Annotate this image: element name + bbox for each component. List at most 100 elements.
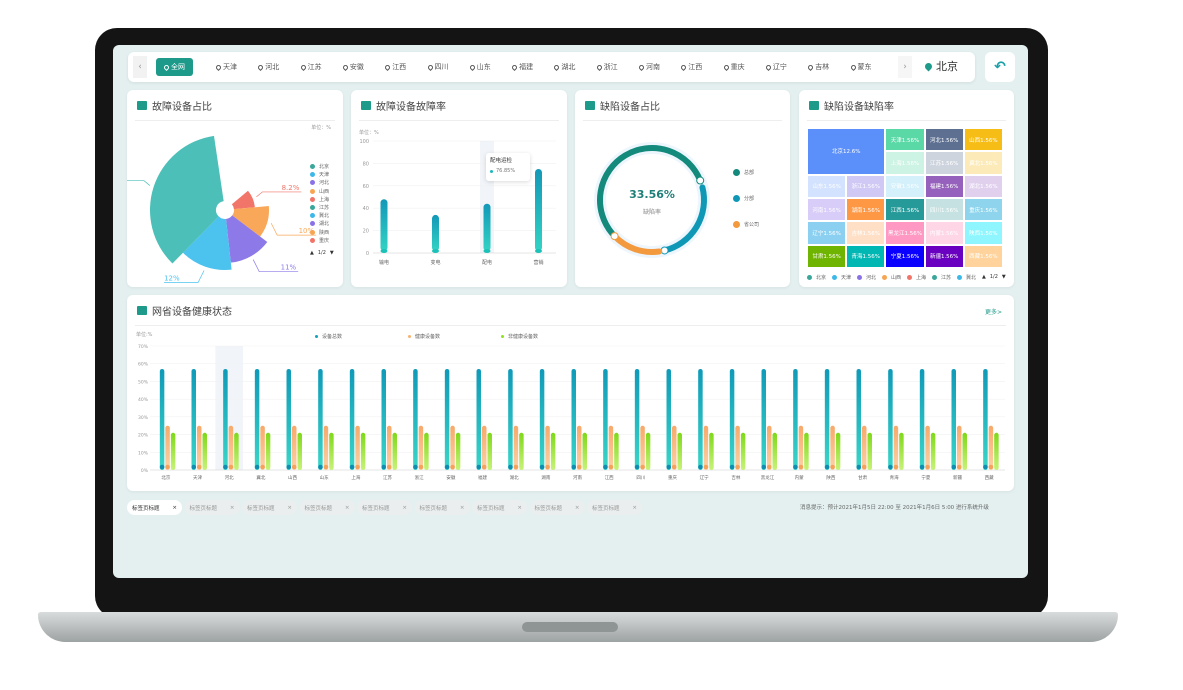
bar-甘肃-设备总数[interactable] [856, 369, 862, 470]
bar-新疆-设备总数[interactable] [951, 369, 957, 470]
bar-湖北-健康设备数[interactable] [513, 425, 519, 470]
bar-安徽-设备总数[interactable] [444, 369, 450, 470]
tab[interactable]: 标签页标题 × [127, 500, 182, 515]
legend-item[interactable]: 健康设备数 [408, 333, 440, 340]
bar-江西-非健康设备数[interactable] [614, 432, 619, 470]
treemap-cell[interactable]: 山东1.56% [807, 174, 847, 198]
bar-吉林-非健康设备数[interactable] [740, 432, 746, 470]
legend-item[interactable]: 天津 [832, 274, 851, 281]
bar-宁夏-设备总数[interactable] [919, 369, 925, 470]
ring-segment-总部[interactable] [597, 145, 704, 237]
treemap-cell[interactable]: 江西1.56% [885, 198, 925, 222]
province-chip[interactable]: 江苏 [299, 58, 322, 76]
tab[interactable]: 标签页标题 × [357, 500, 412, 515]
bar-甘肃-非健康设备数[interactable] [867, 432, 873, 470]
bar-山东-设备总数[interactable] [318, 369, 323, 470]
bar-内蒙-健康设备数[interactable] [798, 425, 804, 470]
bar-河北-非健康设备数[interactable] [234, 432, 239, 470]
legend-item[interactable]: 分部 [733, 195, 754, 202]
bar-西藏-设备总数[interactable] [983, 369, 988, 470]
bar-湖北-设备总数[interactable] [508, 369, 513, 470]
bar-江苏-非健康设备数[interactable] [392, 432, 398, 470]
province-chip[interactable]: 蒙东 [849, 58, 872, 76]
nav-prev-button[interactable]: ‹ [133, 56, 147, 78]
legend-item[interactable]: 河北 [857, 274, 876, 281]
bar-辽宁-非健康设备数[interactable] [709, 432, 714, 470]
province-chip[interactable]: 辽宁 [764, 58, 787, 76]
legend-item[interactable]: 山西 [882, 274, 901, 281]
bar-冀北-健康设备数[interactable] [260, 425, 265, 470]
tab[interactable]: 标签页标题 × [242, 500, 297, 515]
current-location[interactable]: 北京 [923, 58, 958, 74]
tab[interactable]: 标签页标题 × [184, 500, 240, 515]
bar-山西-健康设备数[interactable] [292, 425, 297, 470]
legend-item[interactable]: 天津 [310, 171, 329, 178]
bar-上海-设备总数[interactable] [349, 369, 355, 470]
legend-item[interactable]: 江苏 [932, 274, 951, 281]
bar-安徽-非健康设备数[interactable] [455, 432, 461, 470]
bar-辽宁-设备总数[interactable] [698, 369, 703, 470]
bar-天津-健康设备数[interactable] [197, 425, 202, 470]
treemap-cell[interactable]: 河北1.56% [924, 128, 964, 152]
treemap-cell[interactable]: 冀北1.56% [963, 151, 1003, 175]
bar-福建-非健康设备数[interactable] [487, 432, 493, 470]
bar-湖南-设备总数[interactable] [539, 369, 545, 470]
bar-浙江-设备总数[interactable] [413, 369, 418, 470]
rose-slice-北京[interactable] [150, 135, 224, 264]
treemap-cell[interactable]: 陕西1.56% [963, 221, 1003, 245]
bar-河南-设备总数[interactable] [571, 369, 577, 470]
tab[interactable]: 标签页标题 × [414, 500, 470, 515]
legend-item[interactable]: 冀北 [310, 212, 329, 219]
bar-西藏-健康设备数[interactable] [988, 425, 994, 470]
rose-slice-河北[interactable] [225, 215, 268, 263]
legend-pager[interactable]: ▲ 1/2 ▼ [982, 274, 1006, 280]
treemap-cell[interactable]: 宁夏1.56% [885, 244, 925, 268]
bar-新疆-健康设备数[interactable] [957, 425, 962, 470]
legend-item[interactable]: 上海 [310, 196, 329, 203]
bar-江西-健康设备数[interactable] [608, 425, 614, 470]
treemap-cell[interactable]: 西藏1.56% [963, 244, 1003, 268]
bar-江西-设备总数[interactable] [603, 369, 608, 470]
tab[interactable]: 标签页标题 × [587, 500, 642, 515]
province-chip[interactable]: 河南 [637, 58, 660, 76]
rose-slice-上海[interactable] [231, 190, 255, 210]
treemap-cell[interactable]: 甘肃1.56% [807, 244, 847, 268]
province-chip[interactable]: 四川 [426, 58, 449, 76]
bar-河南-健康设备数[interactable] [577, 425, 582, 470]
bar-青海-非健康设备数[interactable] [899, 432, 904, 470]
legend-item[interactable]: 河北 [310, 179, 329, 186]
treemap-cell[interactable]: 北京12.6% [807, 128, 886, 175]
bar-河北-设备总数[interactable] [223, 369, 228, 470]
province-chip[interactable]: 吉林 [807, 58, 829, 76]
treemap-cell[interactable]: 山西1.56% [963, 128, 1003, 152]
close-icon[interactable]: × [172, 504, 177, 511]
bar-四川-非健康设备数[interactable] [645, 432, 651, 470]
bar-天津-非健康设备数[interactable] [202, 432, 208, 470]
close-icon[interactable]: × [517, 504, 522, 511]
province-chip[interactable]: 天津 [214, 58, 237, 76]
bar-江苏-健康设备数[interactable] [387, 425, 392, 470]
tab[interactable]: 标签页标题 × [299, 500, 355, 515]
treemap-cell[interactable]: 辽宁1.56% [807, 221, 847, 245]
bar-吉林-设备总数[interactable] [729, 369, 735, 470]
bar-宁夏-非健康设备数[interactable] [930, 432, 936, 470]
bar-四川-设备总数[interactable] [634, 369, 640, 470]
treemap-cell[interactable]: 四川1.56% [924, 198, 964, 222]
province-chip[interactable]: 山东 [468, 58, 491, 76]
treemap-cell[interactable]: 湖南1.56% [846, 198, 886, 222]
bar-辽宁-健康设备数[interactable] [703, 425, 709, 470]
bar-北京-非健康设备数[interactable] [170, 432, 176, 470]
close-icon[interactable]: × [574, 504, 580, 511]
bar-内蒙-非健康设备数[interactable] [804, 432, 809, 470]
bar-湖南-健康设备数[interactable] [545, 425, 550, 470]
bar-输电[interactable] [380, 199, 388, 251]
province-chip[interactable]: 重庆 [722, 58, 745, 76]
treemap-cell[interactable]: 江苏1.56% [924, 151, 964, 175]
bar-湖南-非健康设备数[interactable] [550, 432, 556, 470]
legend-item[interactable]: 总部 [733, 169, 754, 176]
bar-冀北-设备总数[interactable] [254, 369, 260, 470]
close-icon[interactable]: × [229, 504, 235, 511]
province-chip[interactable]: 全网 [156, 58, 193, 76]
bar-浙江-非健康设备数[interactable] [424, 432, 429, 470]
ring-segment-省公司[interactable] [611, 233, 663, 255]
